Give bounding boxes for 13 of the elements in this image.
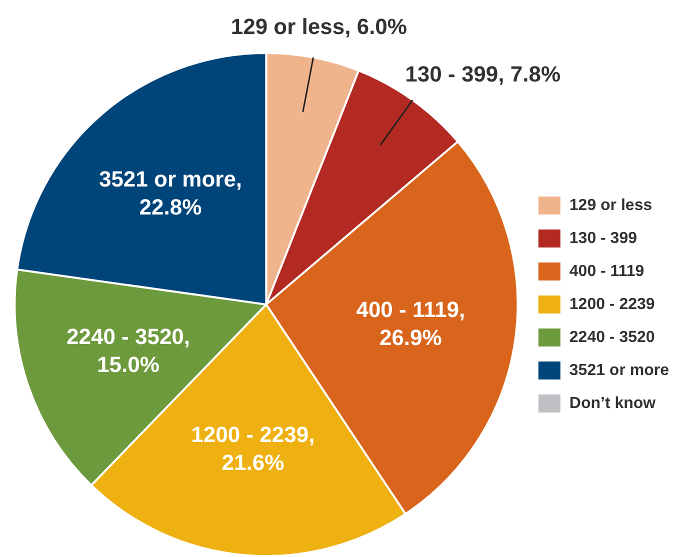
legend-label: 129 or less [569, 196, 652, 214]
legend-label: 2240 - 3520 [569, 328, 655, 346]
legend-label: 3521 or more [569, 362, 670, 379]
data-label: 1200 - 2239, 21.6% [191, 422, 315, 475]
legend-label: Don’t know [569, 394, 656, 412]
data-label: 2240 - 3520, 15.0% [66, 324, 190, 377]
data-label: 129 or less, 6.0% [230, 14, 407, 39]
data-label: 130 - 399, 7.8% [405, 62, 561, 87]
legend-label: 400 - 1119 [569, 262, 644, 280]
legend-label: 1200 - 2239 [569, 296, 655, 313]
legend-label: 130 - 399 [569, 230, 638, 247]
data-label: 3521 or more, 22.8% [98, 166, 242, 220]
data-label: 400 - 1119, 26.9% [356, 296, 466, 350]
